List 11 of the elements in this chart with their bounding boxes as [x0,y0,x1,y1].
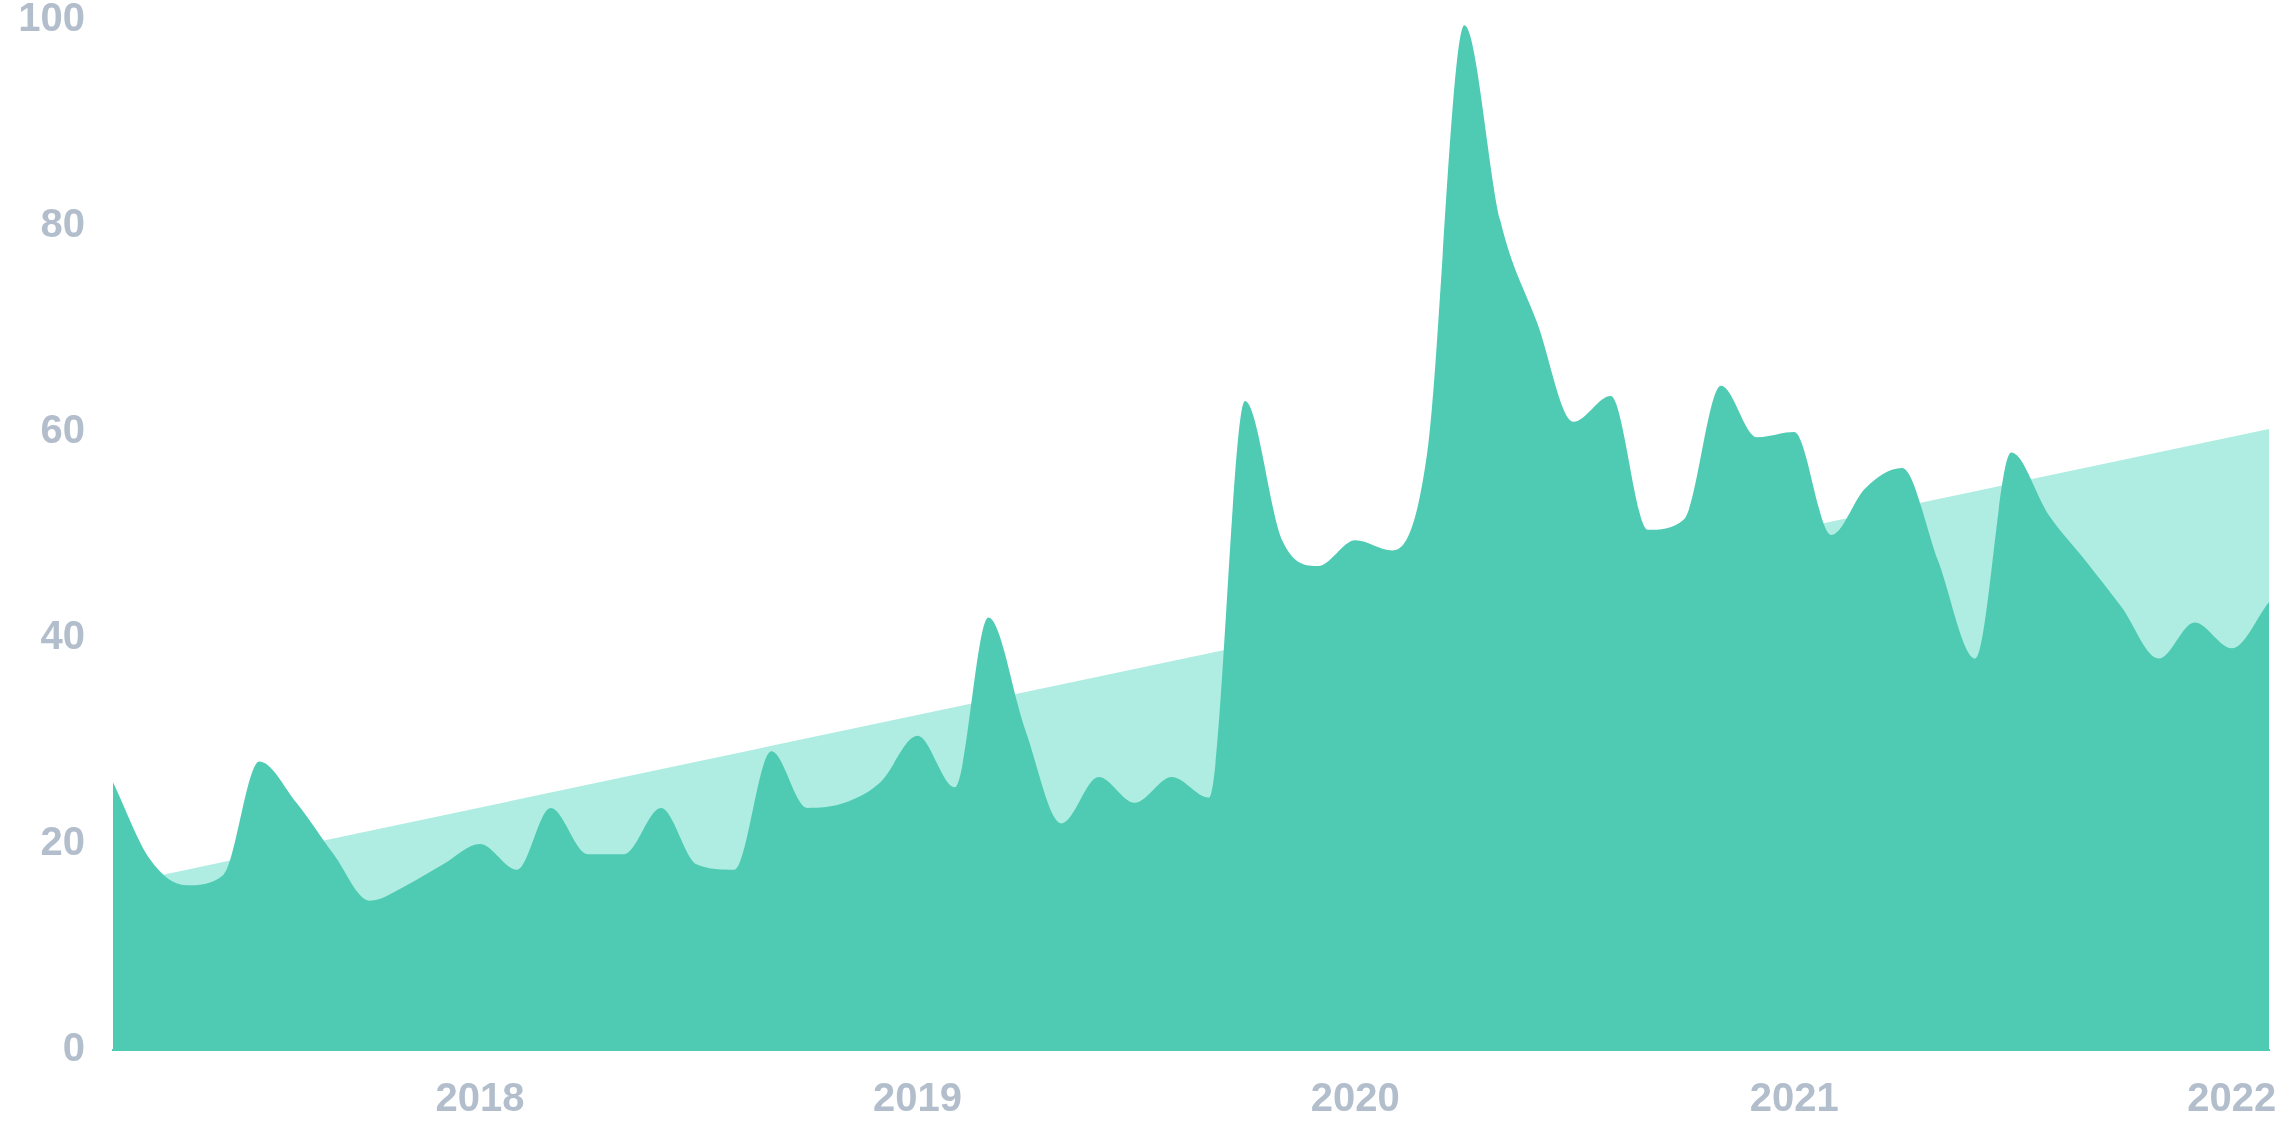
y-tick-label: 20 [40,819,85,864]
x-tick-label: 2020 [1310,1075,1400,1120]
x-tick-label: 2019 [873,1075,963,1120]
y-tick-label: 80 [40,201,85,246]
x-tick-label: 2021 [1749,1075,1839,1120]
y-tick-label: 0 [62,1025,85,1070]
y-tick-label: 60 [40,407,85,452]
x-tick-label: 2018 [435,1075,525,1120]
x-tick-label: 2022 [2187,1075,2277,1120]
y-tick-label: 40 [40,613,85,658]
y-tick-label: 100 [18,0,85,40]
